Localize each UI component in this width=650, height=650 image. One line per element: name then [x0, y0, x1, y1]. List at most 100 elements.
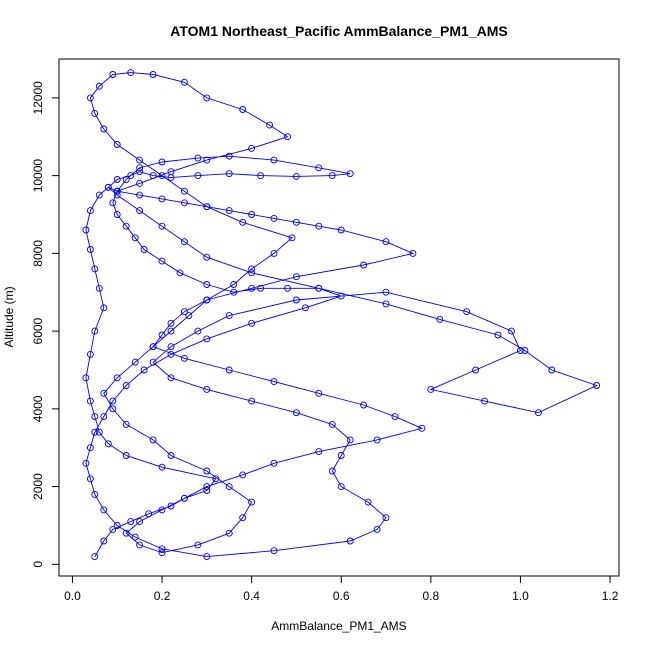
data-point [104, 440, 112, 448]
x-axis-label: AmmBalance_PM1_AMS [271, 619, 406, 633]
data-point [91, 265, 99, 273]
data-point [109, 71, 117, 78]
data-point [180, 494, 188, 502]
y-tick-label: 8000 [31, 240, 45, 267]
data-point [180, 78, 188, 86]
data-point [203, 203, 211, 211]
data-point [382, 514, 390, 522]
data-point [167, 502, 175, 510]
data-point [346, 537, 354, 545]
data-point [91, 327, 99, 335]
data-point [248, 269, 256, 277]
data-point [194, 327, 202, 335]
data-point [248, 144, 256, 152]
data-point [86, 246, 94, 253]
data-point [427, 385, 435, 393]
data-point [203, 94, 211, 102]
data-point [225, 483, 233, 491]
data-point [158, 222, 166, 230]
y-axis: 0 2000 4000 6000 8000 10000 12000 [31, 81, 60, 568]
data-point [167, 374, 175, 382]
data-point [82, 226, 90, 234]
data-point [270, 378, 278, 386]
data-point [82, 459, 90, 467]
data-point [167, 350, 175, 358]
data-point [494, 331, 502, 339]
data-point [315, 222, 323, 230]
y-tick-label: 4000 [31, 395, 45, 422]
data-point [239, 106, 247, 113]
data-point [136, 541, 144, 549]
data-point [149, 358, 157, 366]
data-point [257, 172, 265, 180]
data-point [203, 483, 211, 491]
data-point [239, 471, 247, 479]
data-point [86, 350, 94, 358]
data-point [100, 125, 108, 133]
data-point [203, 281, 211, 288]
data-point [230, 288, 238, 296]
data-point [91, 413, 99, 421]
data-point [315, 164, 323, 172]
data-point [230, 281, 238, 288]
data-point [149, 172, 157, 180]
data-point [270, 214, 278, 222]
data-point [203, 296, 211, 304]
data-point [248, 265, 256, 273]
data-point [328, 467, 336, 475]
data-point [225, 312, 233, 320]
data-point [122, 382, 130, 389]
data-point [328, 420, 336, 428]
data-point [113, 374, 121, 382]
data-point [284, 284, 291, 292]
data-point [86, 397, 94, 405]
data-point [109, 525, 117, 533]
data-point [167, 452, 175, 459]
data-point [239, 218, 247, 226]
y-tick-label: 2000 [31, 473, 45, 500]
data-point [136, 168, 144, 176]
x-tick-label: 0.6 [333, 589, 350, 603]
data-point [337, 483, 345, 491]
data-point [136, 179, 144, 187]
data-point [212, 475, 220, 483]
data-point [508, 327, 515, 335]
data-point [373, 525, 381, 533]
data-point [194, 541, 202, 549]
data-point [328, 172, 336, 180]
data-point [113, 211, 121, 218]
data-point [91, 428, 99, 436]
data-point [100, 413, 108, 421]
data-point [113, 141, 121, 148]
data-point [86, 207, 94, 215]
data-point [418, 424, 426, 432]
data-point [409, 249, 417, 257]
data-point [266, 121, 274, 129]
data-point [239, 514, 247, 522]
data-point [127, 69, 135, 77]
data-point [315, 284, 323, 292]
x-tick-label: 0.2 [154, 589, 171, 603]
data-point [463, 308, 471, 316]
data-point [131, 533, 139, 541]
x-tick-label: 1.0 [512, 589, 529, 603]
data-point [225, 529, 233, 537]
data-point [292, 296, 300, 304]
data-point [127, 172, 135, 180]
data-point [337, 452, 345, 459]
chart-title: ATOM1 Northeast_Pacific AmmBalance_PM1_A… [170, 23, 507, 39]
data-point [127, 518, 135, 526]
series-layer [82, 69, 601, 561]
data-point [122, 452, 130, 459]
data-point [91, 553, 99, 561]
data-point [593, 382, 601, 389]
plot-frame [58, 58, 620, 577]
y-tick-label: 10000 [31, 159, 45, 193]
data-point [270, 156, 278, 164]
data-point [225, 366, 233, 374]
data-point [203, 335, 211, 343]
data-point [292, 273, 300, 281]
data-point [292, 218, 300, 226]
data-point [203, 467, 211, 475]
